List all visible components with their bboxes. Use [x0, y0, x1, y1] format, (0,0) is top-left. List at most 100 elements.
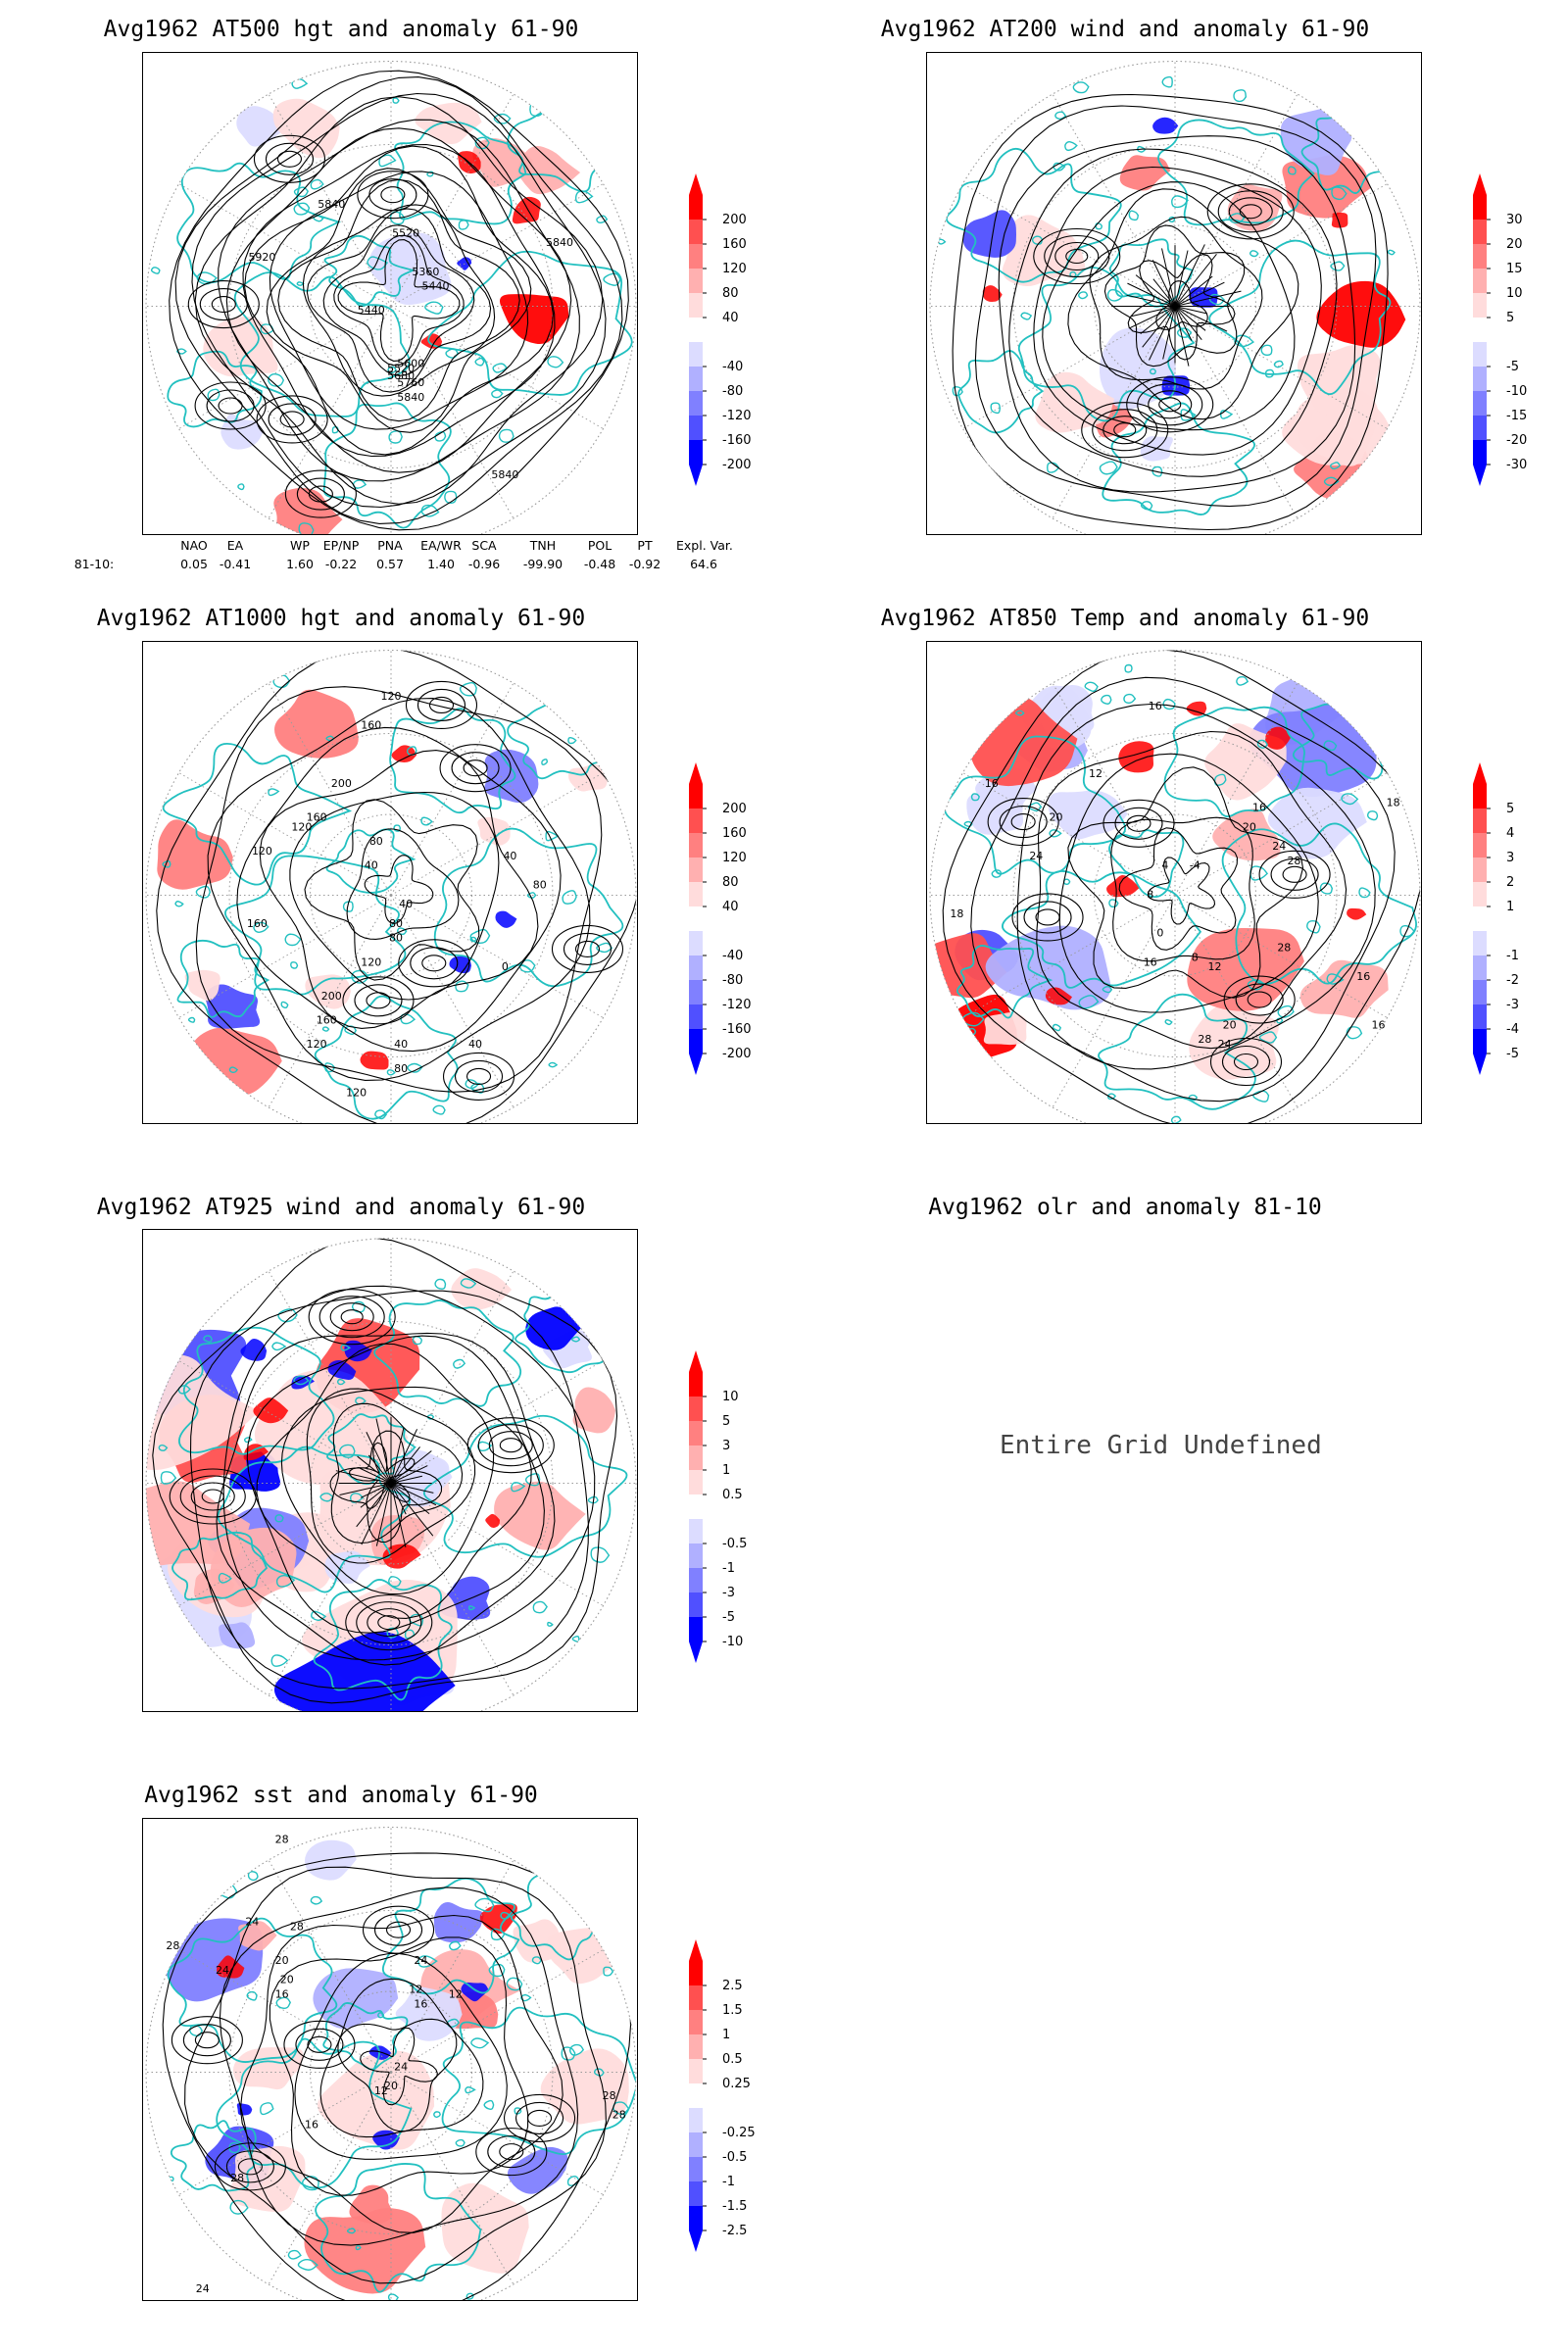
contour-value-label: 160 — [317, 1013, 337, 1026]
strong-positive-anomaly — [1331, 212, 1348, 228]
island-coastline — [1264, 368, 1275, 378]
positive-anomaly-area — [540, 2048, 629, 2125]
longitude-line — [268, 1270, 392, 1484]
island-coastline — [1330, 261, 1346, 271]
island-coastline — [1137, 145, 1147, 153]
island-coastline — [465, 1079, 479, 1090]
closed-contour — [454, 1059, 504, 1093]
longitude-line — [390, 1360, 604, 1484]
colorbar-swatch — [1473, 416, 1487, 440]
colorbar-swatch — [1473, 293, 1487, 318]
contour-value-label: 12 — [409, 1983, 422, 1995]
colorbar-swatch — [1473, 318, 1487, 342]
contour-value-label: 24 — [196, 2282, 210, 2295]
colorbar-label: -120 — [722, 409, 752, 423]
longitude-line — [178, 772, 392, 896]
contour-line — [360, 2027, 438, 2106]
polar-streamline — [375, 1418, 392, 1484]
strong-positive-anomaly — [360, 1051, 389, 1070]
contour-value-label: 28 — [1277, 942, 1291, 955]
island-coastline — [378, 154, 397, 168]
island-coastline — [237, 483, 245, 491]
colorbar-max-triangle — [689, 1350, 703, 1372]
closed-contour — [1114, 807, 1163, 840]
colorbar-label: 2.5 — [722, 1979, 743, 1993]
island-coastline — [432, 1104, 446, 1115]
negative-anomaly-area — [1249, 703, 1377, 798]
strong-negative-anomaly — [291, 1375, 315, 1390]
island-coastline — [952, 386, 963, 397]
closed-contour — [1258, 850, 1331, 899]
streamline — [189, 1290, 589, 1690]
eddy-streamline — [1102, 416, 1148, 445]
island-coastline — [1161, 75, 1173, 88]
colorbar-min-triangle — [1473, 465, 1487, 486]
island-coastline — [1323, 740, 1338, 752]
map-boundary — [929, 61, 1421, 534]
colorbar-label: -40 — [722, 360, 744, 374]
panel-title-at850: Avg1962 AT850 Temp and anomaly 61-90 — [880, 606, 1370, 631]
island-coastline — [1128, 210, 1140, 221]
longitude-line — [268, 1859, 392, 2073]
eddy-streamline — [1033, 227, 1121, 285]
contour-line — [1058, 753, 1319, 1013]
island-coastline — [150, 267, 161, 274]
colorbar-swatch — [689, 244, 703, 269]
closed-contour — [421, 955, 447, 972]
island-coastline — [434, 431, 447, 442]
polar-streamline — [1135, 274, 1176, 307]
panel-title-at1000: Avg1962 AT1000 hgt and anomaly 61-90 — [96, 606, 586, 631]
positive-anomaly-area — [1189, 1004, 1279, 1080]
contour-value-label: 120 — [346, 1086, 367, 1099]
contour-line — [259, 750, 539, 1029]
eddy-streamline — [1239, 204, 1262, 220]
island-coastline — [1252, 1090, 1270, 1102]
island-coastline — [1031, 235, 1044, 245]
island-coastline — [351, 1300, 367, 1313]
colorbar-swatch — [1473, 808, 1487, 833]
closed-contour — [1223, 975, 1296, 1024]
island-coastline — [406, 746, 417, 757]
island-coastline — [187, 1016, 196, 1023]
island-coastline — [506, 1977, 523, 1991]
contour-line — [319, 1978, 484, 2138]
coastline — [1108, 829, 1185, 899]
island-coastline — [203, 1335, 213, 1344]
contour-line — [174, 76, 623, 524]
closed-contour — [563, 932, 612, 965]
negative-anomaly-area — [395, 1986, 463, 2041]
island-coastline — [493, 113, 512, 124]
eddy-streamline — [499, 1438, 522, 1453]
streamline — [216, 1332, 556, 1666]
colorbar-max-triangle — [689, 173, 703, 195]
polar-streamline — [1174, 290, 1242, 307]
strong-positive-anomaly — [1265, 726, 1291, 750]
eddy-streamline — [477, 1424, 544, 1467]
island-coastline — [1078, 995, 1100, 1009]
positive-anomaly-area — [546, 1928, 624, 1984]
island-coastline — [355, 1396, 367, 1405]
map-at1000-height: 120 160 200 160 120 80 40 120 40 80 40 80 160 120 80 20… — [142, 641, 638, 1124]
contour-value-label: 12 — [1207, 960, 1221, 973]
contour-value-label: 16 — [414, 1997, 427, 2010]
colorbar-label: -10 — [722, 1635, 744, 1649]
closed-contour — [253, 134, 326, 183]
contour-value-label: 5360 — [412, 266, 439, 278]
polar-streamline — [1162, 306, 1176, 360]
contour-value-label: 18 — [950, 907, 963, 920]
strong-positive-anomaly — [982, 285, 1003, 303]
polar-streamline — [1174, 306, 1202, 341]
colorbar-swatch — [689, 195, 703, 220]
contour-value-label: 80 — [369, 835, 383, 848]
coastline — [167, 1917, 338, 2063]
contour-value-label: 5760 — [397, 376, 424, 389]
contour-line — [236, 726, 562, 1053]
island-coastline — [1124, 663, 1133, 673]
contour-value-label: 5680 — [387, 369, 415, 382]
contour-value-label: 16 — [305, 2119, 318, 2132]
streamline — [222, 1285, 596, 1661]
colorbar-swatch — [689, 2083, 703, 2108]
longitude-line — [268, 895, 392, 1108]
contour-line — [304, 799, 480, 981]
positive-anomaly-area — [451, 1268, 513, 1310]
